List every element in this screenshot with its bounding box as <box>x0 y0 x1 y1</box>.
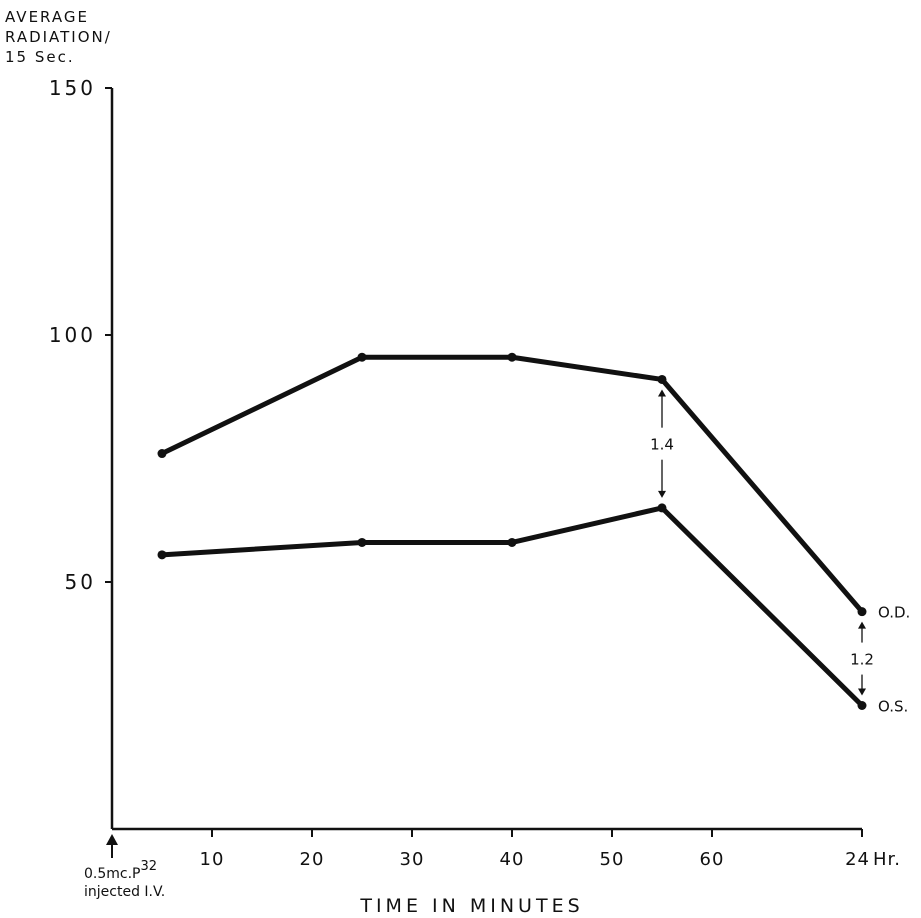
injection-dose-text: 0.5mc.P32 <box>84 859 157 882</box>
injection-dose-main: 0.5mc.P <box>84 866 141 882</box>
annotation-1-label: 1.2 <box>850 651 874 669</box>
x-axis-label: TIME IN MINUTES <box>359 895 583 917</box>
series-line-1 <box>159 505 865 708</box>
annotation-0-head-up <box>658 389 666 397</box>
annotation-0-head-down <box>658 490 666 498</box>
series-1-point-4 <box>857 701 867 710</box>
x-tick-label-0: 10 <box>200 849 225 870</box>
series-1-point-1 <box>357 537 367 547</box>
x-tick-label-4: 50 <box>600 849 625 870</box>
series-line-0 <box>159 354 865 615</box>
series-1-point-2 <box>507 537 517 547</box>
series-0-point-2 <box>507 352 517 362</box>
series-group: O.D. O.S. <box>157 352 910 716</box>
series-0-point-3 <box>657 374 667 384</box>
x-tick-label-2: 30 <box>400 849 425 870</box>
y-tick-label-1: 100 <box>49 323 96 347</box>
annotation-0-label: 1.4 <box>650 436 674 454</box>
x-axis-hr-unit: Hr. <box>873 849 901 870</box>
y-axis-label-line-2: RADIATION/ <box>5 28 112 46</box>
injection-marker: 0.5mc.P32 injected I.V. <box>84 834 165 900</box>
x-ticks: 10 20 30 40 50 60 24 <box>200 829 870 870</box>
series-label-0: O.D. <box>878 604 910 622</box>
y-ticks: 150 100 50 <box>49 76 112 594</box>
x-tick-label-1: 20 <box>300 849 325 870</box>
series-0-point-0 <box>157 449 167 459</box>
x-tick-label-3: 40 <box>500 849 525 870</box>
series-label-1: O.S. <box>878 698 908 716</box>
series-0-point-1 <box>357 352 367 362</box>
x-tick-label-6: 24 <box>845 849 870 870</box>
annotation-1-head-down <box>858 688 866 696</box>
y-tick-label-0: 150 <box>49 76 96 100</box>
y-tick-label-2: 50 <box>65 570 96 594</box>
y-axis-label-line-1: AVERAGE <box>5 8 89 26</box>
series-1-point-0 <box>157 550 167 560</box>
injection-arrowhead <box>106 834 118 845</box>
injection-dose-superscript: 32 <box>141 859 158 874</box>
annotation-1-head-up <box>858 621 866 629</box>
annotations-group: 1.4 1.2 <box>650 389 874 696</box>
y-axis-label-line-3: 15 Sec. <box>5 48 75 66</box>
x-tick-label-5: 60 <box>700 849 725 870</box>
injection-route-text: injected I.V. <box>84 884 165 900</box>
series-1-point-3 <box>657 503 667 513</box>
series-0-point-4 <box>857 607 867 617</box>
